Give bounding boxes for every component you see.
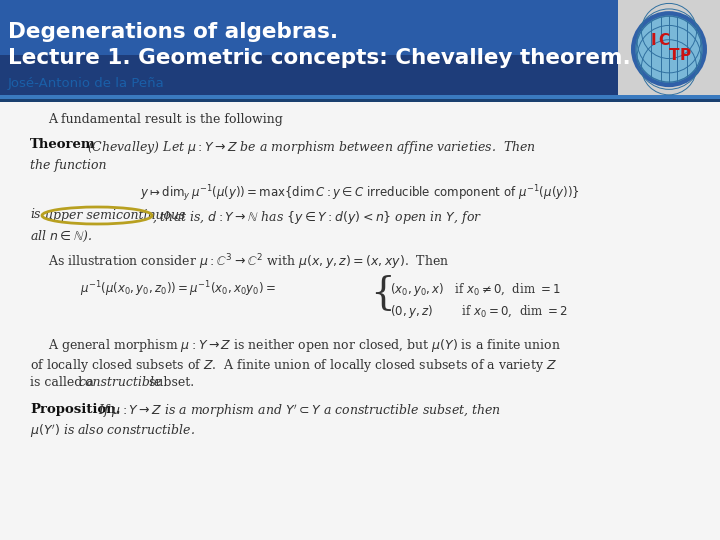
Text: $(x_0, y_0, x)$   if $x_0 \neq 0$,  dim $= 1$: $(x_0, y_0, x)$ if $x_0 \neq 0$, dim $= … (390, 281, 561, 299)
Text: A fundamental result is the following: A fundamental result is the following (48, 113, 283, 126)
Text: subset.: subset. (145, 376, 194, 389)
Text: is: is (30, 208, 40, 221)
Text: , that is, $d: Y \rightarrow \mathbb{N}$ has $\{y \in Y: d(y) < n\}$ open in $Y$: , that is, $d: Y \rightarrow \mathbb{N}$… (152, 208, 482, 226)
Bar (0, 94, 720, 98)
Text: $y \mapsto \dim_y \mu^{-1}(\mu(y)) = \max\{\dim C : y \in C\ \mathrm{irreducible: $y \mapsto \dim_y \mu^{-1}(\mu(y)) = \ma… (140, 184, 580, 204)
Bar (0, 98, 720, 102)
Circle shape (631, 11, 707, 87)
Bar (0, 102, 720, 540)
Text: Degenerations of algebras.: Degenerations of algebras. (8, 22, 338, 42)
Text: T: T (669, 48, 679, 63)
Text: As illustration consider $\mu: \mathbb{C}^3 \rightarrow \mathbb{C}^2$ with $\mu(: As illustration consider $\mu: \mathbb{C… (48, 253, 449, 272)
Text: constructible: constructible (78, 376, 161, 389)
Text: A general morphism $\mu: Y \rightarrow Z$ is neither open nor closed, but $\mu(Y: A general morphism $\mu: Y \rightarrow Z… (48, 336, 561, 354)
Bar (0, 0, 620, 94)
Text: José-Antonio de la Peña: José-Antonio de la Peña (8, 77, 165, 90)
Bar (618, 0, 720, 100)
Text: Lecture 1. Geometric concepts: Chevalley theorem.: Lecture 1. Geometric concepts: Chevalley… (8, 48, 631, 68)
Text: $(0, y, z)$        if $x_0 = 0$,  dim $= 2$: $(0, y, z)$ if $x_0 = 0$, dim $= 2$ (390, 302, 568, 320)
Text: upper semicontinuous: upper semicontinuous (45, 208, 185, 221)
Text: Theorem: Theorem (30, 138, 96, 152)
Bar (0, 0, 620, 55)
Text: C: C (658, 32, 670, 48)
Text: the function: the function (30, 159, 107, 172)
Text: If $\mu: Y \rightarrow Z$ is a morphism and $Y' \subset Y$ a constructible subse: If $\mu: Y \rightarrow Z$ is a morphism … (98, 402, 501, 420)
Text: {: { (370, 275, 395, 312)
Text: I: I (650, 32, 656, 48)
Text: (Chevalley) Let $\mu: Y \rightarrow Z$ be a morphism between affine varieties.  : (Chevalley) Let $\mu: Y \rightarrow Z$ b… (87, 138, 536, 156)
Text: $\mu^{-1}(\mu(x_0, y_0, z_0)) = \mu^{-1}(x_0, x_0 y_0) =$: $\mu^{-1}(\mu(x_0, y_0, z_0)) = \mu^{-1}… (80, 280, 276, 299)
Text: Proposition.: Proposition. (30, 402, 120, 415)
Text: all $n \in \mathbb{N}$).: all $n \in \mathbb{N}$). (30, 228, 92, 244)
Text: is called a: is called a (30, 376, 98, 389)
Text: of locally closed subsets of $Z$.  A finite union of locally closed subsets of a: of locally closed subsets of $Z$. A fini… (30, 356, 557, 374)
Text: $\mu(Y')$ is also constructible.: $\mu(Y')$ is also constructible. (30, 422, 195, 440)
Text: P: P (680, 48, 690, 63)
Circle shape (636, 16, 702, 82)
